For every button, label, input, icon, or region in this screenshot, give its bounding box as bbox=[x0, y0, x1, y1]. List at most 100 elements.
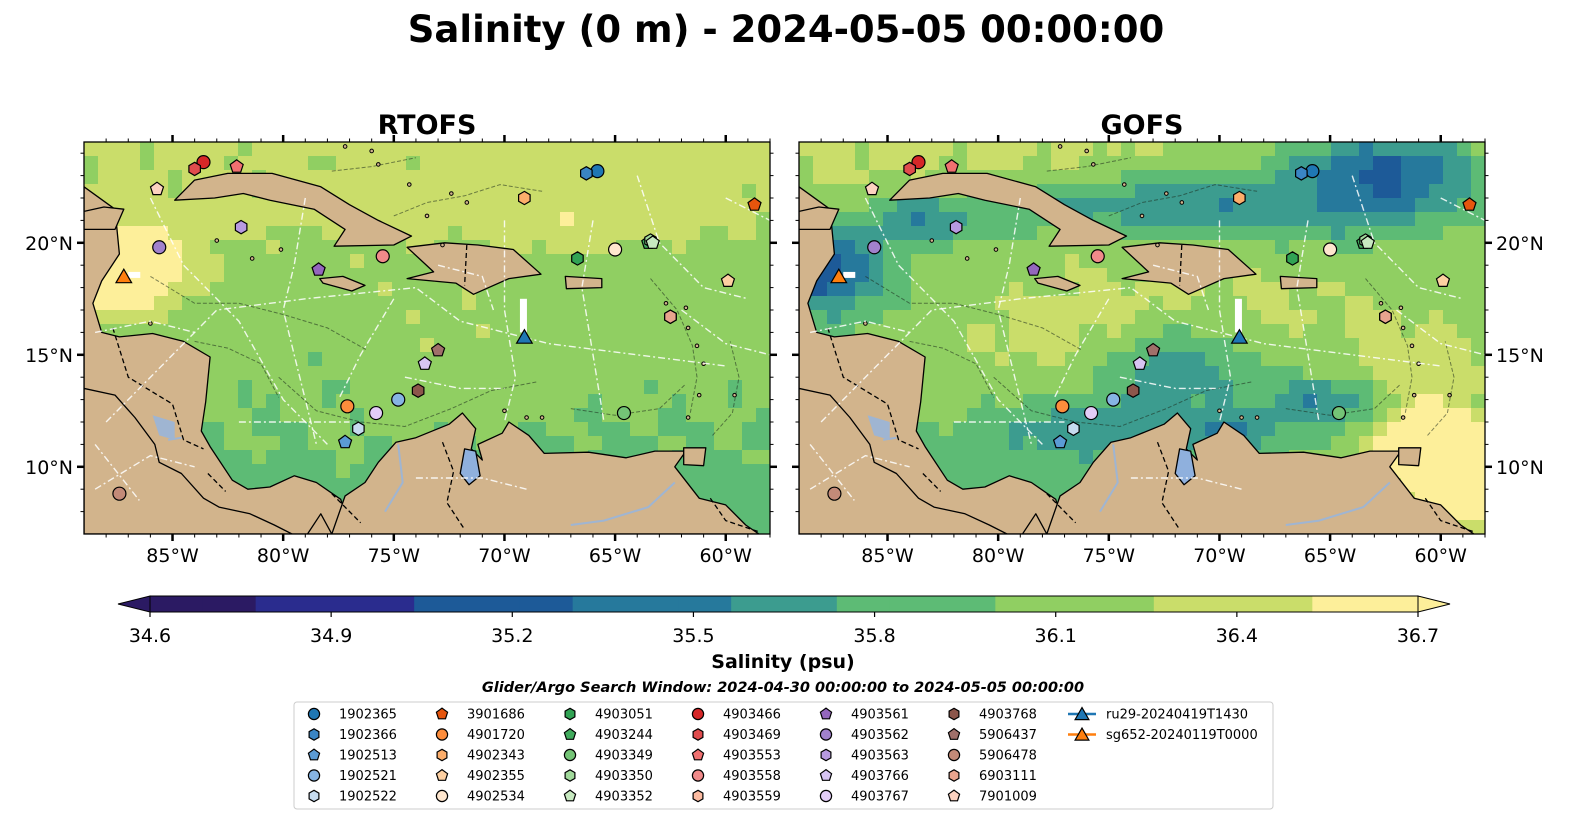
legend-item: 4903563 bbox=[820, 748, 909, 764]
legend-marker bbox=[819, 768, 833, 781]
pacific_ne-land bbox=[84, 387, 293, 534]
map-panel-rtofs: RTOFS 85°W 80°W 75°W 70°W 65°W 60°W 10°N 15°N 20… bbox=[25, 110, 777, 567]
legend-label: 4903469 bbox=[723, 728, 781, 743]
marker-4903051 bbox=[1286, 251, 1299, 266]
y-tick-label: 20°N bbox=[25, 233, 73, 255]
legend-marker bbox=[691, 707, 705, 721]
legend-item: 3901686 bbox=[435, 707, 525, 723]
marker-1902513 bbox=[337, 434, 353, 449]
salinity-map-gofs bbox=[798, 141, 1486, 535]
colorbar-band bbox=[1206, 596, 1260, 612]
colorbar-band bbox=[1048, 596, 1102, 612]
x-tick-label: 80°W bbox=[257, 545, 310, 567]
legend-label: 4903766 bbox=[851, 769, 909, 784]
marker-4903558 bbox=[375, 249, 390, 264]
search-window-text: Glider/Argo Search Window: 2024-04-30 00… bbox=[482, 680, 1084, 696]
legend-marker bbox=[435, 728, 449, 741]
colorbar-band bbox=[1312, 596, 1366, 612]
legend-label: 4903350 bbox=[595, 769, 653, 784]
pacific_se-land bbox=[306, 513, 333, 534]
legend-marker bbox=[948, 769, 960, 782]
bathymetry-contours bbox=[150, 157, 740, 436]
colorbar-band bbox=[308, 596, 362, 612]
colorbar-band bbox=[519, 596, 574, 612]
legend-item: 4903562 bbox=[819, 728, 909, 743]
colorbar-tick-label: 34.6 bbox=[129, 625, 171, 647]
marker-5906437 bbox=[1145, 342, 1161, 357]
legend-item: 5906478 bbox=[947, 749, 1037, 764]
country-borders bbox=[112, 244, 760, 533]
legend-item: 4903244 bbox=[563, 727, 653, 743]
colorbar-tick-label: 36.4 bbox=[1216, 625, 1258, 647]
colorbar-band bbox=[361, 596, 415, 612]
legend-label: 7901009 bbox=[979, 790, 1037, 805]
islet bbox=[1057, 144, 1063, 149]
legend-label: 3901686 bbox=[467, 708, 525, 723]
legend-marker bbox=[563, 748, 577, 762]
legend-label: ru29-20240419T1430 bbox=[1106, 708, 1248, 723]
colorbar-band bbox=[572, 596, 626, 612]
x-tick-label: 65°W bbox=[589, 545, 642, 567]
glider-track-ru29 bbox=[519, 298, 527, 333]
legend-label: 4903767 bbox=[851, 790, 909, 805]
colorbar-band bbox=[1365, 596, 1419, 612]
map-frame bbox=[83, 141, 771, 535]
islet bbox=[1217, 408, 1222, 414]
legend-item: 1902522 bbox=[308, 790, 397, 805]
islet bbox=[369, 148, 374, 154]
country-borders bbox=[827, 244, 1475, 533]
legend-marker bbox=[820, 748, 832, 762]
legend-item: 4903561 bbox=[819, 707, 909, 723]
islet bbox=[993, 247, 999, 252]
colorbar-band bbox=[625, 596, 679, 612]
marker-1902522 bbox=[1067, 421, 1080, 437]
map-frame bbox=[798, 141, 1486, 535]
legend-item: 4901720 bbox=[435, 728, 525, 743]
legend-item: 4902355 bbox=[435, 768, 525, 784]
observation-legend: 1902365 1902366 1902513 1902521 1902522 39016… bbox=[293, 701, 1274, 810]
marker-4903562 bbox=[152, 240, 167, 255]
legend-item: 4903466 bbox=[691, 707, 781, 723]
marker-4903767 bbox=[369, 405, 384, 421]
eez-boundaries bbox=[809, 175, 1485, 501]
hispaniola-land bbox=[406, 242, 542, 295]
legend-label: 4903559 bbox=[723, 790, 781, 805]
legend-box bbox=[293, 701, 1274, 810]
colorbar-band bbox=[1259, 596, 1313, 612]
legend-marker bbox=[435, 707, 449, 720]
islet bbox=[1378, 300, 1384, 306]
islet bbox=[694, 343, 700, 349]
marker-4903562 bbox=[867, 240, 882, 255]
legend-marker bbox=[819, 728, 833, 741]
legend-label: 4903051 bbox=[595, 708, 653, 723]
marker-4903766 bbox=[417, 356, 433, 370]
legend-label: 5906437 bbox=[979, 728, 1037, 743]
legend-label: 4903352 bbox=[595, 790, 653, 805]
islet bbox=[539, 415, 545, 420]
islet bbox=[1155, 242, 1160, 248]
marker-ru29-20240419T1430 bbox=[515, 328, 534, 344]
rivers bbox=[867, 415, 1391, 526]
legend-item: 4903559 bbox=[692, 790, 781, 805]
legend-item: 4903767 bbox=[819, 790, 909, 805]
legend-item: 4903469 bbox=[692, 728, 781, 743]
legend-item: 1902365 bbox=[307, 708, 397, 723]
colorbar-band bbox=[784, 596, 838, 612]
marker-1902365 bbox=[590, 164, 605, 179]
maracaibo-land bbox=[459, 448, 481, 486]
marker-4903051 bbox=[571, 251, 584, 266]
marker-4903558 bbox=[1090, 249, 1105, 264]
yucatan_n-land bbox=[84, 206, 125, 231]
colorbar-band bbox=[1153, 596, 1208, 612]
marker-4902343 bbox=[1232, 190, 1246, 206]
marker-3901686 bbox=[1462, 197, 1477, 211]
cuba-land bbox=[889, 172, 1128, 247]
legend-item: 4903051 bbox=[564, 708, 653, 723]
yucatan_n-land bbox=[799, 206, 840, 231]
islet bbox=[964, 256, 970, 261]
legend-item: 1902513 bbox=[307, 748, 397, 764]
map-panel-gofs: GOFS 85°W 80°W 75°W 70°W 65°W 60°W 10°N 15°N 20°… bbox=[792, 110, 1544, 567]
eez-boundaries bbox=[94, 175, 770, 501]
legend-item: 1902521 bbox=[307, 769, 397, 784]
legend-item: 4903558 bbox=[691, 769, 781, 784]
